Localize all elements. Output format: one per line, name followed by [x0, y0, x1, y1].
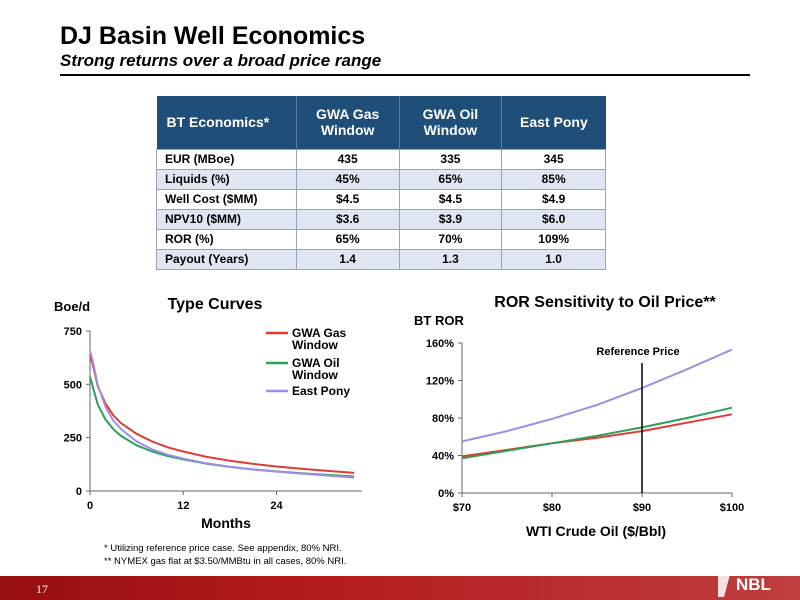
table-header-row: BT Economics* GWA Gas Window GWA Oil Windo… [156, 96, 606, 149]
y-tick-label: 750 [64, 326, 82, 338]
economics-table: BT Economics* GWA Gas Window GWA Oil Windo… [156, 96, 606, 270]
y-tick-label: 80% [432, 413, 454, 425]
logo-text: NBL [736, 575, 771, 594]
ror-sensitivity-chart: ROR Sensitivity to Oil Price** BT ROR WT… [414, 294, 744, 539]
reference-label: Reference Price [596, 346, 679, 358]
page-subtitle: Strong returns over a broad price range [60, 51, 382, 70]
page-number: 17 [36, 582, 48, 596]
table-row: Well Cost ($MM) $4.5 $4.5 $4.9 [156, 188, 606, 210]
y-tick-label: 120% [426, 376, 454, 388]
legend-label: GWA Gas [292, 326, 347, 340]
y-axis-label: Boe/d [54, 299, 90, 314]
table-header-cell: BT Economics* [156, 96, 297, 149]
table-row: Liquids (%) 45% 65% 85% [156, 168, 606, 190]
value-cell: $4.5 [398, 188, 503, 210]
value-cell: 109% [501, 228, 606, 250]
x-tick-label: $100 [720, 502, 744, 514]
table-row: Payout (Years) 1.4 1.3 1.0 [156, 248, 606, 270]
nbl-logo: NBL [718, 567, 771, 597]
value-cell: 1.4 [295, 248, 400, 270]
chart-series [461, 348, 733, 460]
legend-label: Window [292, 338, 339, 352]
table-header-cell: GWA Gas Window [295, 96, 400, 149]
x-tick-label: 0 [87, 500, 93, 512]
x-tick-label: $70 [453, 502, 471, 514]
y-tick-label: 250 [64, 433, 82, 445]
reference-price-marker: Reference Price [596, 346, 680, 493]
footnote-2: ** NYMEX gas flat at $3.50/MMBtu in all … [104, 556, 347, 567]
chart-axes [461, 343, 732, 494]
y-tick-label: 0 [76, 486, 82, 498]
value-cell: 65% [398, 168, 503, 190]
x-tick-label: $90 [633, 502, 651, 514]
x-tick-label: $80 [543, 502, 561, 514]
chart-title: ROR Sensitivity to Oil Price** [494, 294, 716, 311]
y-tick-label: 160% [426, 338, 454, 350]
table-row: EUR (MBoe) 435 335 345 [156, 148, 606, 170]
chart-series [89, 349, 355, 479]
y-tick-label: 0% [438, 488, 454, 500]
value-cell: $6.0 [501, 208, 606, 230]
table-header-cell: GWA Oil Window [398, 96, 502, 149]
value-cell: 435 [295, 148, 400, 170]
row-label-cell: Well Cost ($MM) [156, 188, 297, 210]
table-body: EUR (MBoe) 435 335 345 Liquids (%) 45% 65% 85% W… [156, 148, 606, 270]
value-cell: 70% [398, 228, 503, 250]
value-cell: 345 [501, 148, 606, 170]
value-cell: 85% [501, 168, 606, 190]
value-cell: $3.6 [295, 208, 400, 230]
chart-ticks: 0% 40% 80% 120% 160% $70 $80 $90 $100 [426, 338, 744, 514]
legend-label: GWA Oil [292, 356, 340, 370]
row-label-cell: NPV10 ($MM) [156, 208, 297, 230]
value-cell: $3.9 [398, 208, 503, 230]
y-axis-label: BT ROR [414, 313, 464, 328]
footer-bar-shading [0, 576, 800, 600]
series-line-2 [89, 349, 355, 479]
y-tick-label: 500 [64, 379, 82, 391]
row-label-cell: Payout (Years) [156, 248, 297, 270]
table-row: NPV10 ($MM) $3.6 $3.9 $6.0 [156, 208, 606, 230]
value-cell: 65% [295, 228, 400, 250]
row-label-cell: EUR (MBoe) [156, 148, 297, 170]
x-axis-label: WTI Crude Oil ($/Bbl) [526, 523, 666, 539]
value-cell: 335 [398, 148, 503, 170]
x-axis-label: Months [201, 515, 251, 531]
x-tick-label: 24 [270, 500, 283, 512]
y-tick-label: 40% [432, 451, 454, 463]
title-divider [60, 74, 750, 76]
chart-ticks: 0 250 500 750 0 12 24 [64, 326, 284, 512]
footnote-1: * Utilizing reference price case. See ap… [104, 543, 342, 554]
series-line-2 [461, 348, 733, 443]
value-cell: $4.9 [501, 188, 606, 210]
legend-label: Window [292, 368, 339, 382]
value-cell: 1.3 [398, 248, 503, 270]
legend-label: East Pony [292, 384, 350, 398]
chart-title: Type Curves [168, 296, 263, 313]
series-line-1 [461, 406, 733, 460]
page-title: DJ Basin Well Economics [60, 22, 366, 50]
row-label-cell: ROR (%) [156, 228, 297, 250]
x-tick-label: 12 [177, 500, 189, 512]
type-curves-chart: Type Curves Boe/d Months 0 250 500 750 0 12 24… [54, 296, 362, 531]
table-row: ROR (%) 65% 70% 109% [156, 228, 606, 250]
value-cell: 45% [295, 168, 400, 190]
row-label-cell: Liquids (%) [156, 168, 297, 190]
value-cell: 1.0 [501, 248, 606, 270]
table-header-cell: East Pony [501, 96, 606, 149]
value-cell: $4.5 [295, 188, 400, 210]
